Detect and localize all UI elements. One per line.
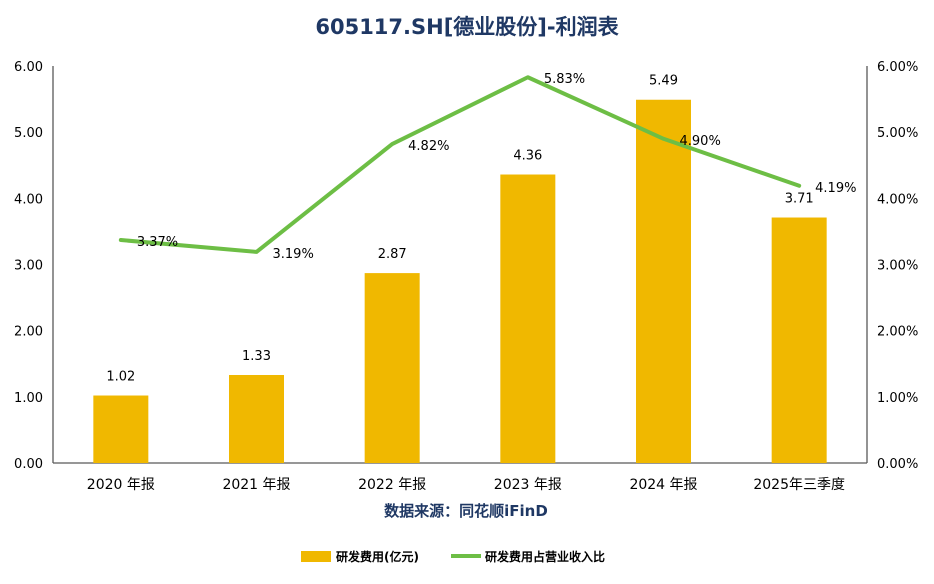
line-data-labels: 3.37% 3.19% 4.82% 5.83% 4.90% 4.19%	[137, 72, 857, 262]
right-tick-label: 0.00%	[877, 457, 918, 472]
left-tick-label: 3.00	[14, 259, 43, 274]
right-tick-label: 4.00%	[877, 192, 918, 207]
right-tick-label: 5.00%	[877, 126, 918, 141]
x-tick-label: 2021 年报	[222, 477, 290, 493]
bar	[771, 217, 827, 463]
legend: 研发费用(亿元) 研发费用占营业收入比	[301, 549, 605, 564]
left-tick-label: 2.00	[14, 325, 43, 340]
x-axis-labels: 2020 年报 2021 年报 2022 年报 2023 年报 2024 年报 2025年…	[87, 477, 845, 493]
bar	[229, 374, 284, 463]
bar	[93, 395, 149, 463]
left-tick-label: 5.00	[14, 126, 43, 141]
bar-label: 5.49	[649, 74, 678, 89]
bar	[364, 273, 420, 463]
bar-label: 1.02	[106, 370, 135, 385]
bar-label: 2.87	[378, 247, 407, 262]
legend-line-label: 研发费用占营业收入比	[485, 549, 605, 564]
x-tick-label: 2025年三季度	[753, 477, 845, 493]
line-label: 3.19%	[273, 247, 314, 262]
bar	[636, 99, 691, 464]
ratio-line	[118, 75, 802, 254]
line-label: 4.90%	[680, 134, 721, 149]
bar-label: 3.71	[785, 192, 814, 207]
chart-title: 605117.SH[德业股份]-利润表	[315, 15, 619, 39]
x-tick-label: 2022 年报	[358, 477, 426, 493]
line-series	[118, 75, 802, 254]
line-label: 5.83%	[544, 72, 585, 87]
legend-bar-label: 研发费用(亿元)	[336, 549, 419, 564]
right-axis-ticks: 0.00% 1.00% 2.00% 3.00% 4.00% 5.00% 6.00%	[877, 60, 918, 472]
bar	[500, 174, 556, 463]
bar-data-labels: 1.02 1.33 2.87 4.36 5.49 3.71	[106, 74, 813, 385]
left-tick-label: 4.00	[14, 192, 43, 207]
x-tick-label: 2023 年报	[494, 477, 562, 493]
line-label: 3.37%	[137, 235, 178, 250]
x-tick-label: 2024 年报	[629, 477, 697, 493]
left-tick-label: 1.00	[14, 391, 43, 406]
right-tick-label: 1.00%	[877, 391, 918, 406]
chart-axes	[52, 66, 868, 464]
right-tick-label: 2.00%	[877, 325, 918, 340]
right-tick-label: 3.00%	[877, 259, 918, 274]
data-source: 数据来源：同花顺iFinD	[384, 502, 548, 520]
left-tick-label: 0.00	[14, 457, 43, 472]
bar-label: 1.33	[242, 349, 271, 364]
right-tick-label: 6.00%	[877, 60, 918, 75]
x-tick-label: 2020 年报	[87, 477, 155, 493]
legend-bar-swatch	[301, 551, 331, 562]
left-tick-label: 6.00	[14, 60, 43, 75]
bar-label: 4.36	[513, 149, 542, 164]
line-label: 4.82%	[408, 139, 449, 154]
bar-series	[93, 99, 827, 464]
left-axis-ticks: 0.00 1.00 2.00 3.00 4.00 5.00 6.00	[14, 60, 43, 472]
line-label: 4.19%	[815, 181, 856, 196]
